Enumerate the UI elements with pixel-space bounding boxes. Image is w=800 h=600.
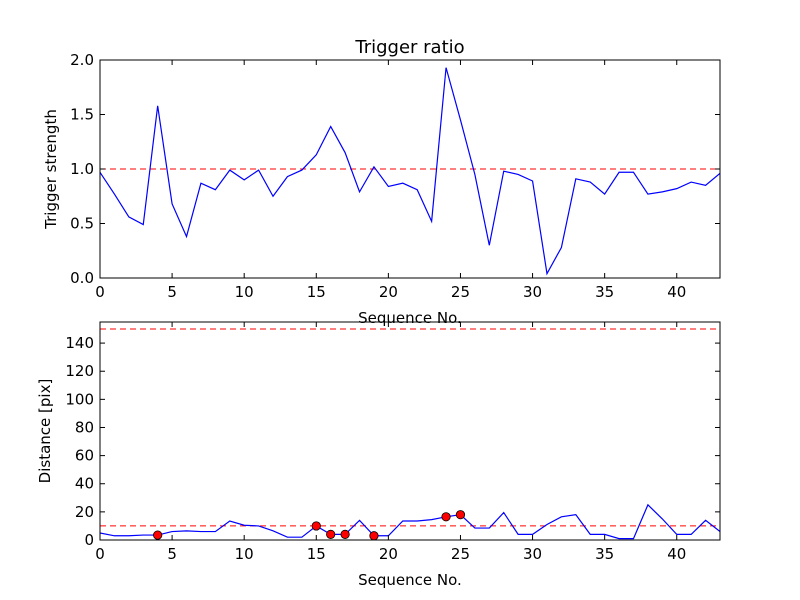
bottom-ytick-label-5: 100	[65, 390, 94, 408]
bottom-highlight-marker-3	[340, 529, 350, 539]
bottom-ytick-label-1: 20	[75, 503, 94, 521]
bottom-y-axis-label: Distance [pix]	[36, 379, 54, 484]
bottom-highlight-marker-5	[441, 512, 451, 522]
bottom-xtick-label-1: 5	[167, 545, 177, 563]
bottom-axes-frame	[99, 321, 721, 541]
bottom-highlight-marker-4	[369, 531, 379, 541]
top-chart: Trigger ratio 0 5 10 15 20 25 30 35 40 0.0 0.5 1.0 1…	[42, 37, 721, 327]
bottom-ytick-label-3: 60	[75, 447, 94, 465]
top-xtick-label-8: 40	[667, 283, 686, 301]
bottom-ytick-label-7: 140	[65, 334, 94, 352]
bottom-ytick-label-6: 120	[65, 362, 94, 380]
top-xtick-label-6: 30	[523, 283, 542, 301]
bottom-highlight-marker-6	[455, 510, 466, 520]
top-y-axis-label: Trigger strength	[42, 109, 60, 230]
bottom-highlight-marker-2	[326, 529, 336, 539]
top-ytick-label-1: 0.5	[70, 215, 94, 233]
top-xtick-label-2: 10	[235, 283, 254, 301]
bottom-xtick-label-6: 30	[523, 545, 542, 563]
top-ytick-label-0: 0.0	[70, 269, 94, 287]
bottom-ytick-label-0: 0	[84, 531, 94, 549]
bottom-ticks: 0 5 10 15 20 25 30 35 40 0 20 40 60 80 100 120 140	[65, 322, 720, 563]
top-xtick-label-0: 0	[95, 283, 105, 301]
top-ytick-label-3: 1.5	[70, 106, 94, 124]
bottom-xtick-label-7: 35	[595, 545, 614, 563]
bottom-xtick-label-3: 15	[307, 545, 326, 563]
bottom-x-axis-label: Sequence No.	[358, 571, 462, 589]
top-xtick-label-3: 15	[307, 283, 326, 301]
top-xtick-label-4: 20	[379, 283, 398, 301]
top-xtick-label-5: 25	[451, 283, 470, 301]
top-xtick-label-1: 5	[167, 283, 177, 301]
bottom-xtick-label-5: 25	[451, 545, 470, 563]
bottom-xtick-label-0: 0	[95, 545, 105, 563]
top-series-line	[100, 67, 720, 276]
bottom-highlight-marker-0	[153, 530, 163, 540]
top-x-axis-label: Sequence No.	[358, 309, 462, 327]
top-chart-title: Trigger ratio	[354, 37, 464, 58]
bottom-plot-area	[100, 328, 720, 541]
bottom-xtick-label-8: 40	[667, 545, 686, 563]
top-plot-area	[100, 67, 720, 276]
bottom-xtick-label-2: 10	[235, 545, 254, 563]
bottom-ytick-label-4: 80	[75, 418, 94, 436]
top-xtick-label-7: 35	[595, 283, 614, 301]
bottom-series-line	[100, 503, 720, 540]
bottom-highlight-marker-1	[311, 521, 321, 531]
top-ytick-label-4: 2.0	[70, 51, 94, 69]
bottom-ytick-label-2: 40	[75, 475, 94, 493]
top-ytick-label-2: 1.0	[70, 160, 94, 178]
top-ticks: 0 5 10 15 20 25 30 35 40 0.0 0.5 1.0 1.5 2.0	[70, 51, 720, 301]
bottom-xtick-label-4: 20	[379, 545, 398, 563]
bottom-chart: 0 5 10 15 20 25 30 35 40 0 20 40 60 80 100 120 140 Seque…	[36, 321, 721, 589]
